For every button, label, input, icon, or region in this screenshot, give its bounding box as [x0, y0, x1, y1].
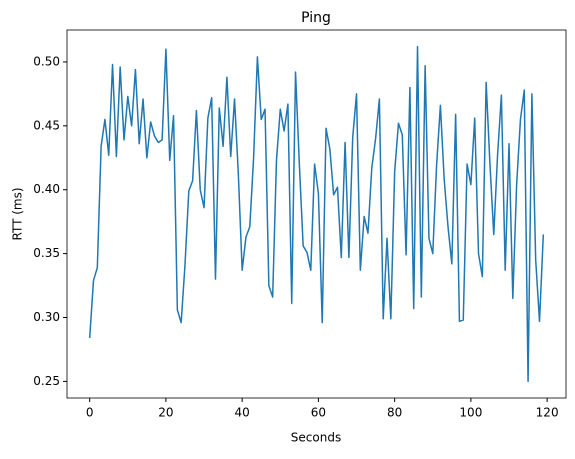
x-tick-label: 20: [158, 406, 173, 420]
y-tick-label: 0.40: [33, 182, 60, 196]
y-tick-label: 0.35: [33, 246, 60, 260]
x-tick-label: 60: [311, 406, 326, 420]
y-tick-label: 0.50: [33, 54, 60, 68]
y-tick-label: 0.30: [33, 310, 60, 324]
x-tick-label: 100: [459, 406, 482, 420]
chart-title: Ping: [301, 10, 331, 26]
x-tick-label: 80: [387, 406, 402, 420]
x-tick-label: 120: [536, 406, 559, 420]
y-tick-label: 0.45: [33, 118, 60, 132]
y-axis-label: RTT (ms): [11, 187, 25, 240]
axes-frame: [66, 29, 567, 399]
x-axis-label: Seconds: [291, 431, 341, 445]
data-line: [88, 45, 545, 383]
x-tick-label: 40: [235, 406, 250, 420]
x-tick-label: 0: [86, 406, 94, 420]
y-tick-label: 0.25: [33, 374, 60, 388]
